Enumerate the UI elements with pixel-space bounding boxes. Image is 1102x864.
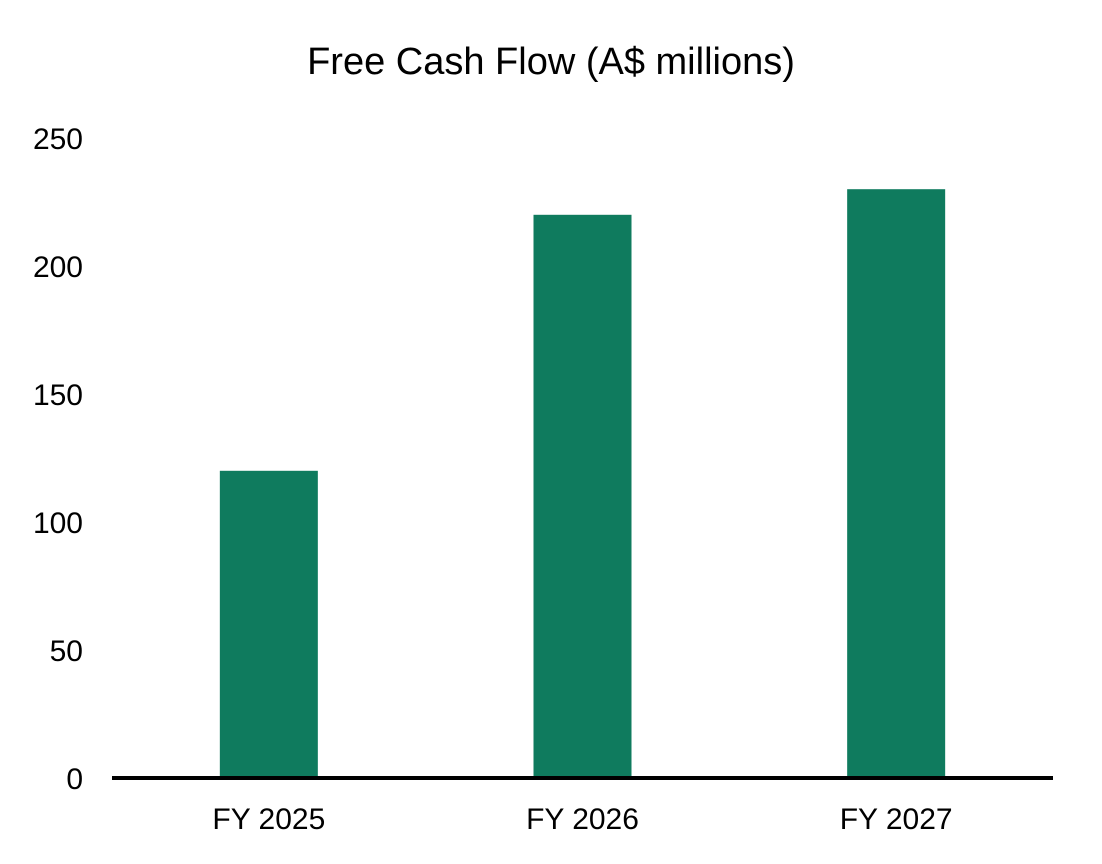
bar-fy-2026 xyxy=(533,214,632,779)
y-tick-label: 150 xyxy=(33,379,83,412)
x-tick-label: FY 2025 xyxy=(212,803,325,836)
bars xyxy=(219,189,946,779)
chart-title: Free Cash Flow (A$ millions) xyxy=(307,41,795,83)
y-tick-label: 50 xyxy=(50,635,83,668)
y-tick-label: 200 xyxy=(33,251,83,284)
y-tick-label: 0 xyxy=(66,763,83,796)
y-axis-tick-labels: 0 50 100 150 200 250 xyxy=(33,123,83,796)
y-tick-label: 100 xyxy=(33,507,83,540)
x-tick-label: FY 2026 xyxy=(526,803,639,836)
x-axis-tick-labels: FY 2025 FY 2026 FY 2027 xyxy=(212,803,952,836)
bar-fy-2025 xyxy=(219,470,318,778)
x-tick-label: FY 2027 xyxy=(840,803,953,836)
bar-fy-2027 xyxy=(847,189,946,778)
y-tick-label: 250 xyxy=(33,123,83,156)
